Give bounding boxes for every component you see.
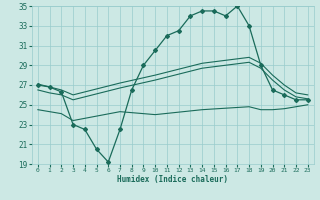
X-axis label: Humidex (Indice chaleur): Humidex (Indice chaleur) [117, 175, 228, 184]
